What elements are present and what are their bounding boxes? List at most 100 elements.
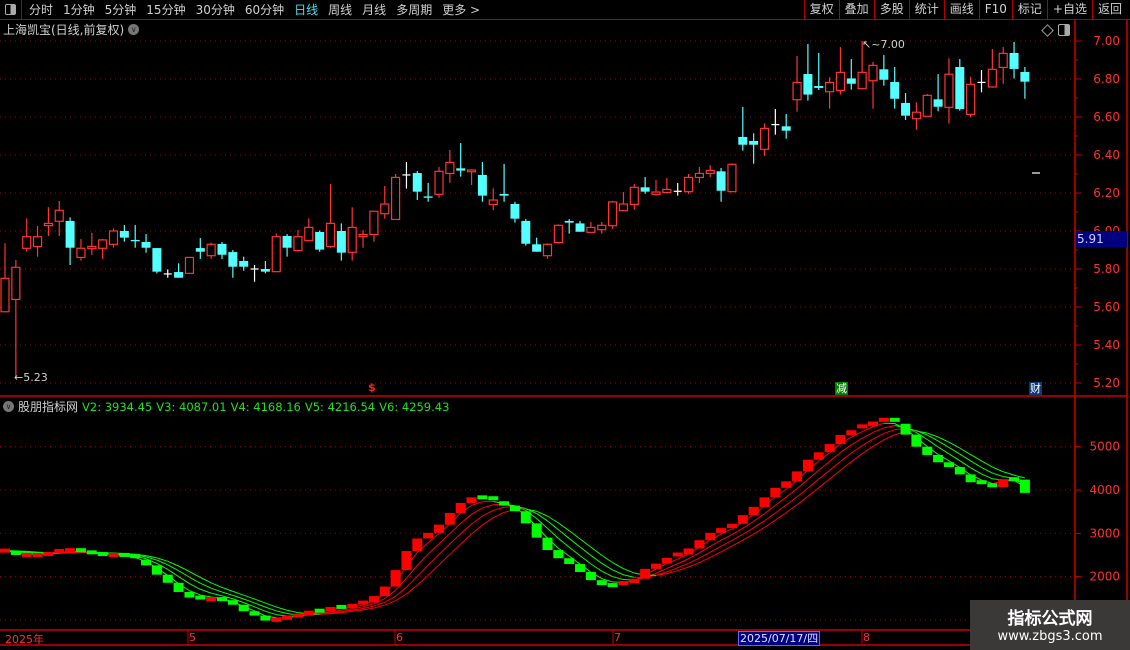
indicator-line-v5: [959, 453, 971, 462]
date-label-jun: 6: [396, 631, 403, 644]
period-tab[interactable]: 更多 >: [442, 3, 481, 17]
toolbar: 分时 1分钟 5分钟 15分钟 30分钟 60分钟 日线 周线 月线 多周期 更多 > 复权 叠加 多股…: [0, 0, 1130, 20]
period-tab[interactable]: 日线: [294, 3, 319, 17]
indicator-bar-up: [759, 497, 770, 507]
indicator-line-v6: [352, 609, 364, 612]
cursor-date-label: 2025/07/17/四: [738, 631, 821, 646]
indicator-line-v5: [590, 555, 603, 564]
indicator-line-v6: [449, 543, 462, 555]
indicator-bar-up: [412, 538, 423, 552]
indicator-line-v6: [189, 571, 201, 578]
toolbar-button[interactable]: +自选: [1046, 0, 1092, 19]
indicator-line-v6: [883, 434, 895, 441]
candle-body-up: [705, 169, 715, 175]
indicator-tick-label: 4000: [1089, 483, 1120, 497]
indicator-line-v6: [1013, 474, 1026, 479]
event-marker-dollar[interactable]: $: [368, 381, 376, 394]
price-tick-label: 6.20: [1093, 186, 1120, 200]
candle-body-up: [987, 68, 997, 88]
indicator-bar-down: [1019, 479, 1030, 493]
candle-body-down: [217, 243, 227, 255]
period-tab[interactable]: 月线: [362, 3, 387, 17]
indicator-line-v5: [200, 582, 212, 589]
indicator-bar-down: [173, 582, 184, 592]
indicator-line-v5: [840, 452, 852, 462]
indicator-line-v4: [460, 513, 472, 524]
legend-v5: V5: 4216.54: [304, 399, 376, 414]
indicator-bar-up: [835, 435, 846, 445]
candle-body-down: [260, 269, 270, 272]
indicator-line-v4: [178, 576, 190, 585]
legend-v2: V2: 3934.45: [82, 399, 153, 414]
indicator-line-v4: [742, 520, 754, 529]
toolbar-button[interactable]: 画线: [943, 0, 979, 19]
indicator-bar-up: [303, 610, 314, 616]
event-marker-jian[interactable]: 减: [835, 382, 848, 395]
candle-body-up: [0, 277, 10, 313]
indicator-line-v4: [775, 496, 787, 506]
indicator-bar-down: [119, 552, 130, 557]
event-marker-cai[interactable]: 财: [1029, 382, 1042, 395]
candle-body-down: [781, 126, 791, 131]
chevron-down-icon[interactable]: ∨: [128, 24, 140, 35]
indicator-bar-up: [640, 568, 651, 579]
toolbar-button[interactable]: 标记: [1011, 0, 1047, 19]
period-tab[interactable]: 60分钟: [244, 3, 285, 17]
indicator-line-v4: [851, 437, 863, 446]
price-tick-label: 6.80: [1093, 72, 1120, 86]
indicator-line-v4: [916, 432, 928, 440]
date-label-jul: 7: [614, 631, 621, 644]
indicator-bar-up: [32, 552, 43, 557]
toolbar-button[interactable]: 复权: [803, 0, 839, 19]
indicator-line-v3: [558, 547, 570, 557]
indicator-line-v4: [677, 558, 689, 565]
indicator-line-v6: [764, 519, 776, 528]
indicator-line-v4: [688, 552, 700, 560]
toolbar-button[interactable]: 多股: [873, 0, 909, 19]
indicator-line-v4: [254, 606, 266, 612]
period-tab[interactable]: 15分钟: [146, 3, 186, 17]
indicator-bar-down: [965, 474, 976, 483]
candle-body-up: [998, 52, 1008, 69]
indicator-bar-down: [900, 423, 911, 435]
chevron-down-icon[interactable]: ∨: [3, 401, 14, 412]
period-tab[interactable]: 周线: [328, 3, 353, 17]
indicator-line-v4: [156, 562, 168, 570]
toolbar-button[interactable]: 返回: [1091, 0, 1127, 19]
indicator-line-v6: [341, 610, 353, 614]
indicator-bar-up: [455, 502, 466, 513]
period-tab[interactable]: 多周期: [396, 3, 433, 17]
candle-body-down: [152, 248, 162, 272]
indicator-line-v5: [276, 610, 288, 614]
candle-body-down: [130, 239, 140, 242]
indicator-line-v4: [373, 598, 385, 605]
toolbar-button[interactable]: 叠加: [838, 0, 874, 19]
indicator-line-v4: [655, 567, 668, 574]
indicator-line-v6: [937, 436, 950, 443]
candle-body-up: [87, 245, 97, 250]
panel-toggle-icon[interactable]: [1058, 24, 1070, 36]
candle-body-down: [141, 242, 151, 248]
indicator-bar-down: [933, 454, 944, 463]
indicator-bar-up: [857, 424, 868, 429]
toolbar-button[interactable]: F10: [978, 0, 1012, 19]
indicator-line-v6: [796, 496, 809, 506]
indicator-line-v4: [590, 563, 603, 572]
period-tab[interactable]: 1分钟: [63, 3, 95, 17]
indicator-bar-down: [585, 571, 596, 581]
period-tab[interactable]: 5分钟: [104, 3, 137, 17]
period-tab[interactable]: 分时: [29, 3, 54, 17]
indicator-line-v6: [460, 533, 472, 545]
toolbar-button[interactable]: 统计: [908, 0, 944, 19]
indicator-bar-down: [260, 615, 271, 621]
candle-body-up: [922, 94, 932, 117]
period-tab[interactable]: 30分钟: [195, 3, 235, 17]
indicator-line-v4: [352, 606, 364, 610]
sidebar-toggle-button[interactable]: [0, 0, 22, 19]
indicator-line-v4: [601, 570, 613, 578]
candle-body-down: [423, 196, 433, 198]
legend-v3: V3: 4087.01: [156, 399, 227, 414]
indicator-bar-down: [249, 611, 260, 616]
indicator-line-v5: [688, 557, 700, 564]
